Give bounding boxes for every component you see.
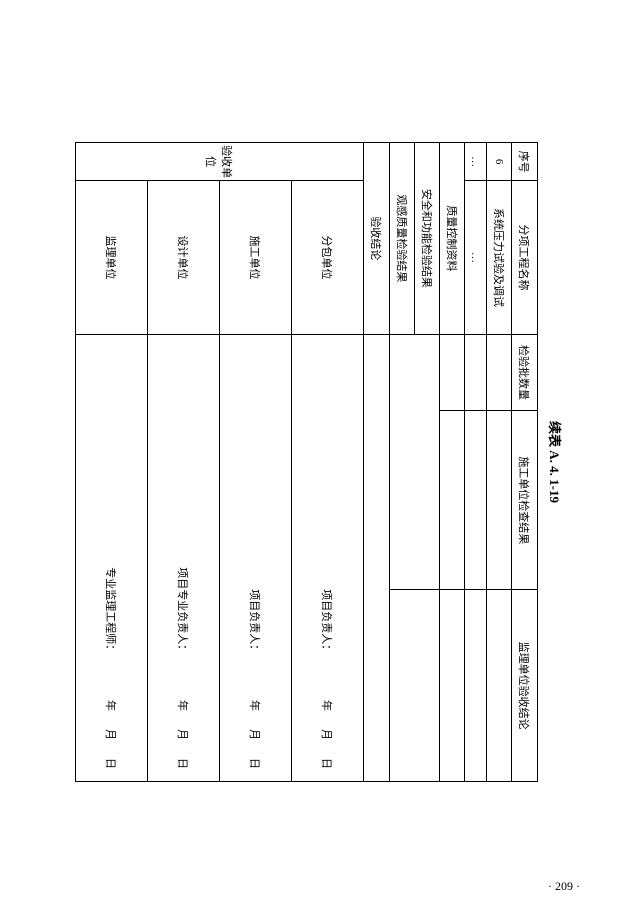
row-name: … bbox=[465, 181, 487, 334]
merged-cell bbox=[390, 590, 440, 782]
date-line: 年月日 bbox=[249, 682, 261, 769]
row-result bbox=[487, 411, 512, 590]
header-qty: 检验批数量 bbox=[512, 334, 538, 411]
signature-cell: 专业监理工程师： 年月日 bbox=[76, 334, 148, 781]
row-name: 系统压力试验及调试 bbox=[487, 181, 512, 334]
unit-name: 施工单位 bbox=[220, 181, 292, 334]
header-conclusion: 监理单位验收结论 bbox=[512, 590, 538, 782]
row-qty bbox=[465, 334, 487, 411]
signature-cell: 项目负责人： 年月日 bbox=[292, 334, 364, 781]
section-qty bbox=[440, 334, 465, 411]
unit-name: 监理单位 bbox=[76, 181, 148, 334]
header-seq: 序号 bbox=[512, 143, 538, 181]
date-line: 年月日 bbox=[105, 682, 117, 769]
date-line: 年月日 bbox=[321, 682, 333, 769]
unit-name: 分包单位 bbox=[292, 181, 364, 334]
person-label: 专业监理工程师： bbox=[104, 567, 120, 655]
signature-cell: 项目专业负责人： 年月日 bbox=[148, 334, 220, 781]
row-conclusion bbox=[487, 590, 512, 782]
row-qty bbox=[487, 334, 512, 411]
row-conclusion bbox=[465, 590, 487, 782]
section-conclusion bbox=[440, 590, 465, 782]
row-result bbox=[465, 411, 487, 590]
date-line: 年月日 bbox=[177, 682, 189, 769]
accept-unit-label: 验收单位 bbox=[76, 143, 364, 181]
person-label: 项目负责人： bbox=[320, 589, 336, 655]
conclusion-cell bbox=[364, 334, 390, 781]
row-seq: 6 bbox=[487, 143, 512, 181]
person-label: 项目专业负责人： bbox=[176, 567, 192, 655]
table-title: 续表 A. 4. 1-19 bbox=[546, 142, 565, 782]
section-result bbox=[440, 411, 465, 590]
person-label: 项目负责人： bbox=[248, 589, 264, 655]
row-seq: … bbox=[465, 143, 487, 181]
conclusion-label: 验收结论 bbox=[364, 143, 390, 335]
signature-cell: 项目负责人： 年月日 bbox=[220, 334, 292, 781]
section-label: 质量控制资料 bbox=[440, 143, 465, 335]
header-name: 分项工程名称 bbox=[512, 181, 538, 334]
header-result: 施工单位检查结果 bbox=[512, 411, 538, 590]
section-label: 安全和功能检验结果 bbox=[415, 143, 440, 335]
section-label: 观感质量检验结果 bbox=[390, 143, 415, 335]
merged-cell bbox=[390, 334, 440, 590]
main-table: 序号 分项工程名称 检验批数量 施工单位检查结果 监理单位验收结论 6 系统压力… bbox=[75, 142, 538, 782]
page-number: · 209 · bbox=[548, 879, 580, 894]
unit-name: 设计单位 bbox=[148, 181, 220, 334]
